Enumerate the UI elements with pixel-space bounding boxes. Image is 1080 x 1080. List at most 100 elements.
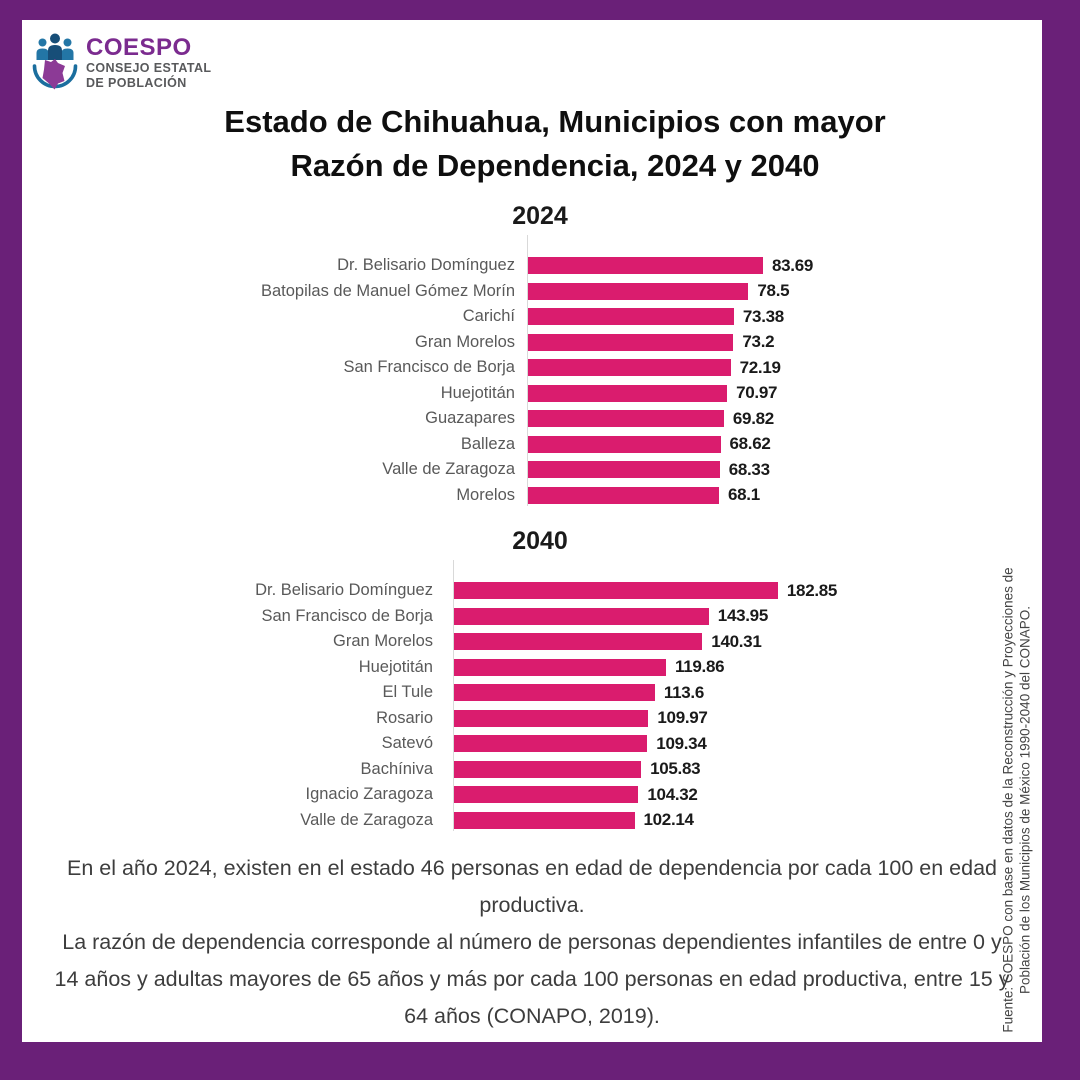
bar xyxy=(527,486,719,504)
chart-row: Dr. Belisario Domínguez 182.85 xyxy=(22,578,1042,604)
bar xyxy=(453,607,709,625)
bar-value-label: 143.95 xyxy=(717,606,769,626)
page-title-line1: Estado de Chihuahua, Municipios con mayo… xyxy=(224,104,886,139)
chart-row: Dr. Belisario Domínguez 83.69 xyxy=(22,253,1042,279)
chart-row: Gran Morelos 73.2 xyxy=(22,330,1042,356)
bar-track: 83.69 xyxy=(527,256,1042,276)
bar-track: 113.6 xyxy=(453,683,1042,703)
bar-value-label: 68.62 xyxy=(729,434,771,454)
chart-row: Gran Morelos 140.31 xyxy=(22,629,1042,655)
chart-2024: Dr. Belisario Domínguez 83.69 Batopilas de… xyxy=(22,235,1042,509)
bar-value-label: 104.32 xyxy=(647,784,698,804)
bar xyxy=(527,282,749,300)
bar-category-label: El Tule xyxy=(382,683,433,702)
chart-row: Satevó 109.34 xyxy=(22,731,1042,757)
bar-category-label: Valle de Zaragoza xyxy=(300,810,433,829)
bar xyxy=(453,735,648,753)
chart-2040-title: 2040 xyxy=(512,527,568,555)
chart-2040: Dr. Belisario Domínguez 182.85 San Francis… xyxy=(22,560,1042,834)
bar-track: 109.97 xyxy=(453,708,1042,728)
bar-value-label: 109.34 xyxy=(656,733,707,753)
chart-row: Morelos 68.1 xyxy=(22,483,1042,509)
coespo-logo: COESPO CONSEJO ESTATAL DE POBLACIÓN xyxy=(30,32,211,96)
bar-category-label: Gran Morelos xyxy=(333,632,433,651)
bar-value-label: 113.6 xyxy=(663,682,704,702)
footnote-para2: La razón de dependencia corresponde al n… xyxy=(54,930,1010,1028)
bar-category-label: Guazapares xyxy=(425,409,515,428)
bar-value-label: 78.5 xyxy=(757,281,790,301)
chart-row: Valle de Zaragoza 68.33 xyxy=(22,457,1042,483)
bar-value-label: 73.2 xyxy=(742,332,775,352)
source-attribution: Fuente: COESPO con base en datos de la R… xyxy=(1000,558,1034,1043)
bar xyxy=(453,633,703,651)
bar-track: 140.31 xyxy=(453,632,1042,652)
bar-track: 73.2 xyxy=(527,332,1042,352)
bar xyxy=(453,811,635,829)
bar-value-label: 109.97 xyxy=(657,708,708,728)
bar-value-label: 69.82 xyxy=(732,408,774,428)
chart-row: Ignacio Zaragoza 104.32 xyxy=(22,782,1042,808)
source-line1: Fuente: COESPO con base en datos de la R… xyxy=(1000,567,1016,1033)
bar xyxy=(527,461,720,479)
bar xyxy=(453,684,655,702)
bar-value-label: 105.83 xyxy=(650,759,701,779)
chart-row: Balleza 68.62 xyxy=(22,432,1042,458)
bar-track: 73.38 xyxy=(527,307,1042,327)
bar-track: 105.83 xyxy=(453,759,1042,779)
bar-track: 104.32 xyxy=(453,785,1042,805)
bar-track: 78.5 xyxy=(527,281,1042,301)
content-card: COESPO CONSEJO ESTATAL DE POBLACIÓN Esta… xyxy=(22,20,1042,1042)
bar-category-label: Huejotitán xyxy=(358,657,433,676)
bar xyxy=(453,658,666,676)
chart-row: San Francisco de Borja 72.19 xyxy=(22,355,1042,381)
bar-value-label: 68.33 xyxy=(728,459,770,479)
bar-value-label: 73.38 xyxy=(742,306,784,326)
chart-2024-axis-line xyxy=(527,235,528,506)
bar-track: 69.82 xyxy=(527,409,1042,429)
bar-track: 109.34 xyxy=(453,734,1042,754)
bar-value-label: 102.14 xyxy=(643,810,695,830)
bar-track: 119.86 xyxy=(453,657,1042,677)
bar-category-label: Dr. Belisario Domínguez xyxy=(255,581,433,600)
bar-category-label: Morelos xyxy=(456,485,515,504)
bar-category-label: Dr. Belisario Domínguez xyxy=(337,256,515,275)
page-title: Estado de Chihuahua, Municipios con mayo… xyxy=(22,100,1042,188)
bar-category-label: Ignacio Zaragoza xyxy=(305,785,434,804)
bar-category-label: Batopilas de Manuel Gómez Morín xyxy=(260,281,515,300)
logo-acronym: COESPO xyxy=(86,34,192,61)
chart-2040-axis-line xyxy=(453,560,454,831)
footnote-para1: En el año 2024, existen en el estado 46 … xyxy=(66,856,998,917)
coespo-logo-text: COESPO CONSEJO ESTATAL DE POBLACIÓN xyxy=(86,32,212,91)
bar-category-label: San Francisco de Borja xyxy=(261,606,433,625)
chart-row: Huejotitán 119.86 xyxy=(22,655,1042,681)
bar-track: 68.1 xyxy=(527,485,1042,505)
chart-row: El Tule 113.6 xyxy=(22,680,1042,706)
bar xyxy=(527,308,734,326)
footnote: En el año 2024, existen en el estado 46 … xyxy=(52,850,1012,1035)
bar xyxy=(527,410,724,428)
bar-track: 68.62 xyxy=(527,434,1042,454)
bar xyxy=(453,709,649,727)
chart-row: Valle de Zaragoza 102.14 xyxy=(22,808,1042,834)
bar-category-label: Satevó xyxy=(381,734,433,753)
bar-value-label: 72.19 xyxy=(739,357,781,377)
chart-row: Rosario 109.97 xyxy=(22,706,1042,732)
bar xyxy=(527,384,728,402)
bar-category-label: Rosario xyxy=(376,708,433,727)
bar-value-label: 119.86 xyxy=(675,657,725,677)
bar xyxy=(527,333,734,351)
bar xyxy=(527,257,763,275)
bar xyxy=(527,435,721,453)
chart-row: Batopilas de Manuel Gómez Morín 78.5 xyxy=(22,279,1042,305)
bar-category-label: San Francisco de Borja xyxy=(343,358,515,377)
chart-row: Huejotitán 70.97 xyxy=(22,381,1042,407)
bar-category-label: Valle de Zaragoza xyxy=(382,460,515,479)
bar xyxy=(453,760,642,778)
logo-name-line1: CONSEJO ESTATAL xyxy=(86,61,212,75)
bar-category-label: Gran Morelos xyxy=(415,332,515,351)
source-line2: Población de los Municipios de México 19… xyxy=(1017,606,1033,994)
chart-row: Bachíniva 105.83 xyxy=(22,757,1042,783)
chart-2024-title: 2024 xyxy=(512,202,568,230)
chart-row: San Francisco de Borja 143.95 xyxy=(22,604,1042,630)
